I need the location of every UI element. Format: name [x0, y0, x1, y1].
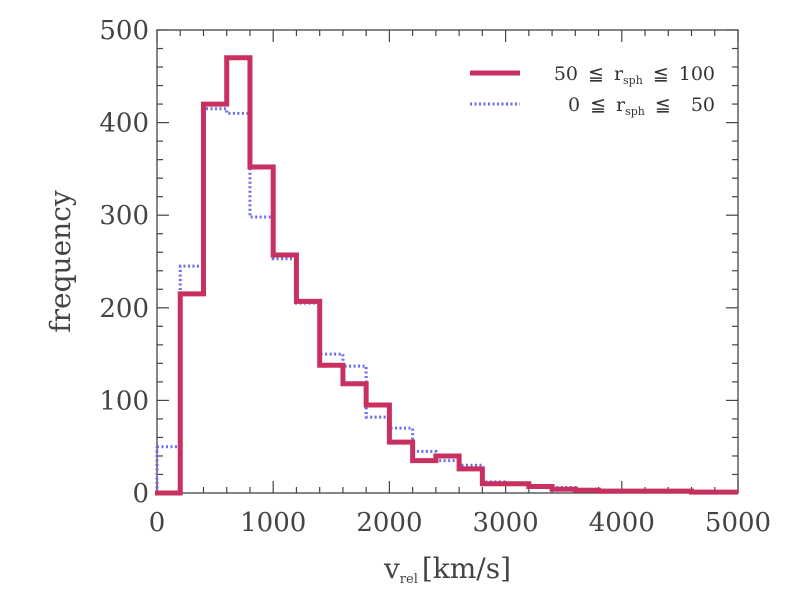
x-tick-labels: 0 1000 2000 3000 4000 5000 — [149, 508, 771, 538]
y-tick-label: 500 — [99, 16, 149, 46]
legend-label-1-le2: ≦ — [653, 63, 669, 85]
x-axis-label-sub: rel — [400, 572, 418, 587]
legend-label-series-1: 50 ≦ rsph ≦ 100 — [554, 63, 715, 87]
x-tick-label: 1000 — [240, 508, 306, 538]
legend-label-1-sub: sph — [623, 74, 643, 87]
y-tick-label: 0 — [132, 479, 149, 509]
series-1-steps — [157, 55, 738, 496]
legend-label-2-var: r — [616, 94, 626, 116]
x-axis-label-main: v — [383, 552, 400, 585]
legend-label-2-right: 50 — [691, 94, 715, 116]
y-axis-label: frequency — [44, 190, 77, 333]
series-layer — [155, 55, 738, 496]
axis-ticks — [156, 29, 739, 494]
x-tick-label: 5000 — [705, 508, 771, 538]
y-tick-label: 400 — [99, 109, 149, 139]
legend-label-2-le2: ≦ — [655, 94, 671, 116]
legend-label-series-2: 0 ≦ rsph ≦ 50 — [568, 94, 715, 118]
legend-label-1-left: 50 — [554, 63, 578, 85]
y-tick-label: 200 — [99, 294, 149, 324]
legend-label-2-le: ≦ — [590, 94, 606, 116]
x-tick-label: 2000 — [356, 508, 422, 538]
y-tick-label: 300 — [99, 201, 149, 231]
series-2-steps — [157, 107, 738, 494]
legend-label-1-right: 100 — [679, 63, 715, 85]
y-tick-labels: 0 100 200 300 400 500 — [99, 16, 149, 509]
legend-label-2-sub: sph — [625, 105, 645, 118]
legend-label-1-le: ≦ — [588, 63, 604, 85]
x-axis-label: vrel [km/s] — [383, 552, 511, 587]
y-tick-label: 100 — [99, 386, 149, 416]
x-tick-label: 0 — [149, 508, 166, 538]
legend-label-2-left: 0 — [568, 94, 580, 116]
legend: 50 ≦ rsph ≦ 100 0 ≦ rsph ≦ 50 — [470, 63, 715, 118]
x-tick-label: 3000 — [473, 508, 539, 538]
plot-frame — [156, 29, 739, 494]
legend-label-1-var: r — [614, 63, 624, 85]
x-tick-label: 4000 — [589, 508, 655, 538]
x-axis-label-unit: [km/s] — [422, 552, 511, 585]
